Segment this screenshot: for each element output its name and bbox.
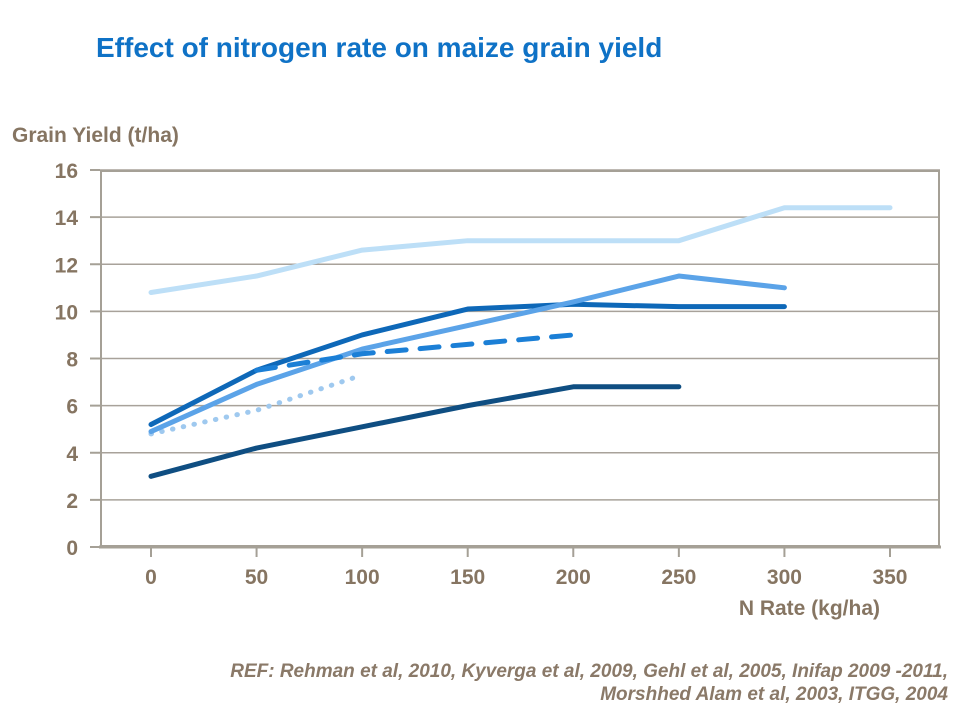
x-axis-title: N Rate (kg/ha) <box>738 597 880 620</box>
y-tick-label-6: 6 <box>66 396 78 419</box>
y-tick-label-2: 2 <box>66 490 78 513</box>
reference-note: REF: Rehman et al, 2010, Kyverga et al, … <box>230 660 948 706</box>
y-tick-label-10: 10 <box>55 301 78 324</box>
x-tick-label-50: 50 <box>245 566 268 589</box>
y-tick-label-8: 8 <box>66 349 78 372</box>
y-tick-label-14: 14 <box>55 207 79 230</box>
y-tick-label-16: 16 <box>55 160 78 183</box>
chart-title: Effect of nitrogen rate on maize grain y… <box>96 32 663 63</box>
y-tick-label-4: 4 <box>66 443 78 466</box>
x-tick-label-200: 200 <box>556 566 591 589</box>
y-tick-label-12: 12 <box>55 254 78 277</box>
reference-line-1: REF: Rehman et al, 2010, Kyverga et al, … <box>230 661 948 682</box>
series-navy-line <box>148 384 682 479</box>
x-tick-label-150: 150 <box>450 566 485 589</box>
y-axis-title: Grain Yield (t/ha) <box>12 124 179 147</box>
reference-line-2: Morshhed Alam et al, 2003, ITGG, 2004 <box>600 684 948 705</box>
y-tick-label-0: 0 <box>66 537 78 560</box>
series-dotted-light-blue-line <box>148 372 365 437</box>
series-dashed-blue-line <box>254 332 576 373</box>
series-medium-blue-line <box>148 273 787 435</box>
x-tick-label-300: 300 <box>767 566 802 589</box>
x-tick-label-350: 350 <box>872 566 907 589</box>
x-tick-label-100: 100 <box>345 566 380 589</box>
series-palest-blue-line <box>148 205 893 296</box>
x-tick-label-250: 250 <box>661 566 696 589</box>
x-tick-label-0: 0 <box>145 566 157 589</box>
